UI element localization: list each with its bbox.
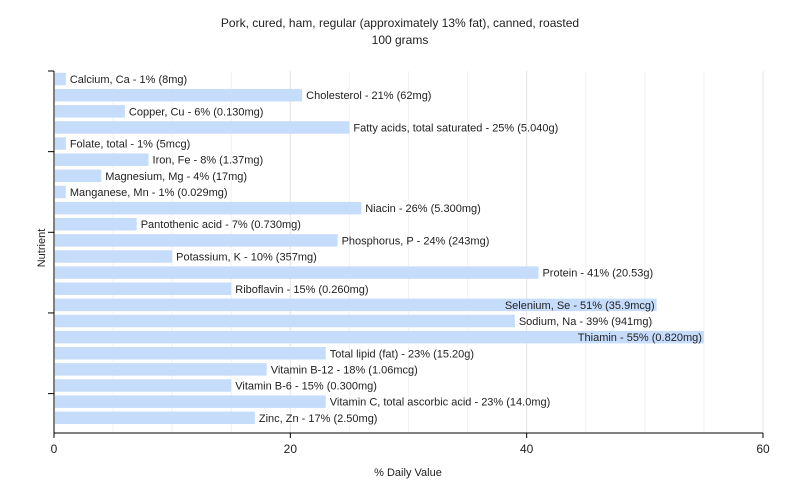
bar [55,201,362,215]
bar-label: Cholesterol - 21% (62mg) [306,90,431,102]
bar-label: Vitamin B-6 - 15% (0.300mg) [235,381,377,393]
bar [55,363,267,376]
bar-labels: Calcium, Ca - 1% (8mg) Cholesterol - 21% … [70,74,702,425]
chart-title: Pork, cured, ham, regular (approximately… [221,16,579,30]
bar [55,266,539,279]
bar-label: Thiamin - 55% (0.820mg) [578,332,702,344]
bar [55,379,232,392]
bar-label: Manganese, Mn - 1% (0.029mg) [70,187,228,199]
bar-label: Phosphorus, P - 24% (243mg) [342,235,490,247]
bar-label: Pantothenic acid - 7% (0.730mg) [141,219,301,231]
bar-label: Sodium, Na - 39% (941mg) [519,316,652,328]
bar-label: Iron, Fe - 8% (1.37mg) [153,155,264,167]
bar [55,314,515,328]
y-axis-label: Nutrient [36,229,48,268]
bar-label: Fatty acids, total saturated - 25% (5.04… [353,122,558,134]
bar-label: Vitamin B-12 - 18% (1.06mcg) [271,364,418,376]
bar [55,88,303,102]
bar [55,72,66,86]
bar [55,121,350,134]
chart-subtitle: 100 grams [372,33,429,47]
bar [55,185,66,199]
x-tick-label: 40 [520,442,534,456]
bar-label: Zinc, Zn - 17% (2.50mg) [259,413,378,425]
bar-label: Calcium, Ca - 1% (8mg) [70,74,187,86]
bar [55,234,338,247]
bar [55,250,173,263]
x-tick-label: 20 [284,442,298,456]
bars [55,72,704,425]
bar-label: Protein - 41% (20.53g) [542,268,653,280]
bar-label: Vitamin C, total ascorbic acid - 23% (14… [330,397,551,409]
bar-label: Magnesium, Mg - 4% (17mg) [105,171,247,183]
axes: 0 20 40 60 [48,70,770,456]
x-tick-label: 60 [756,442,770,456]
bar [55,217,137,231]
x-axis-label: % Daily Value [374,467,442,479]
bar [55,153,149,166]
bar [55,169,102,183]
bar [55,347,326,360]
x-tick-label: 0 [51,442,58,456]
bar-label: Selenium, Se - 51% (35.9mcg) [505,300,655,312]
bar [55,137,66,150]
bar-label: Potassium, K - 10% (357mg) [176,251,317,263]
bar-label: Total lipid (fat) - 23% (15.20g) [330,348,474,360]
bar-label: Folate, total - 1% (5mcg) [70,139,190,151]
bar [55,282,232,296]
bar [55,395,326,408]
bar [55,105,125,118]
bar-label: Niacin - 26% (5.300mg) [365,203,481,215]
bar-label: Riboflavin - 15% (0.260mg) [235,284,368,296]
bar-label: Copper, Cu - 6% (0.130mg) [129,106,264,118]
bar [55,411,255,425]
bar [55,330,704,344]
bar [55,298,657,312]
